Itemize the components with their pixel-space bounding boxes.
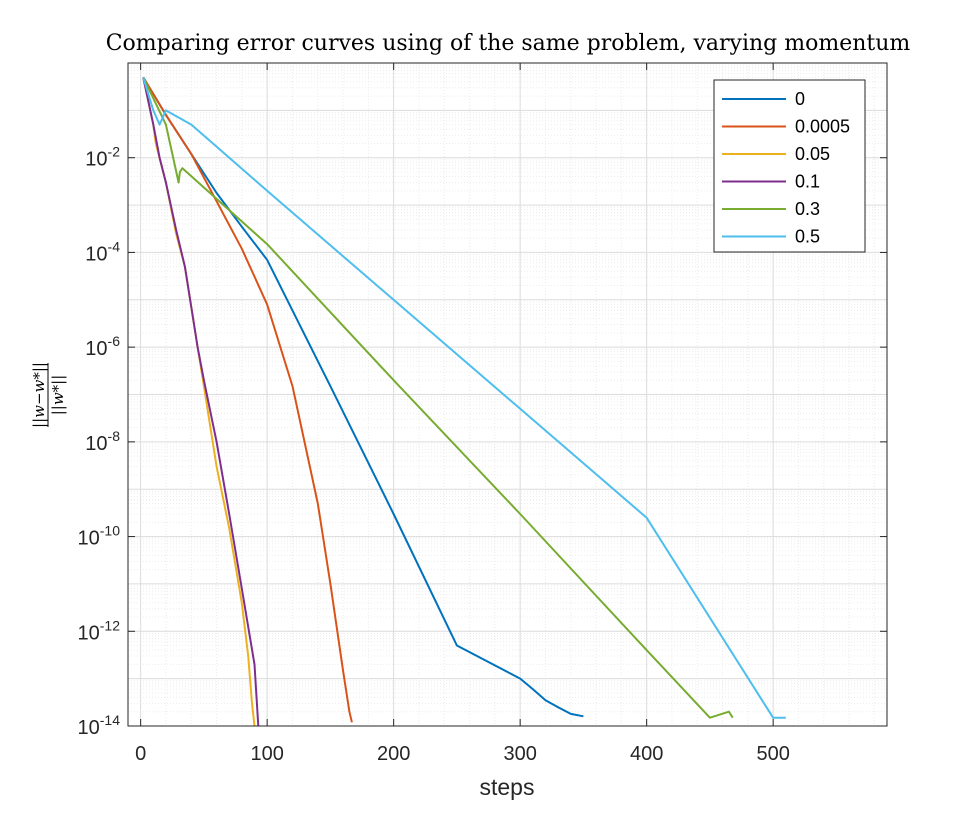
series-line-3 (142, 77, 260, 727)
legend: 0 0.0005 0.05 0.1 0.3 0.5 (713, 79, 866, 253)
y-axis-label-numerator: ||w−w*|| (30, 362, 48, 428)
series-lines (142, 76, 786, 727)
legend-entry-label: 0.5 (795, 227, 820, 247)
legend-entry-label: 0 (795, 89, 805, 109)
y-tick-label: 10-2 (85, 144, 120, 171)
series-line-4 (142, 76, 734, 719)
x-tick-label: 100 (250, 743, 283, 765)
series-line-5 (142, 77, 786, 719)
legend-items: 0 0.0005 0.05 0.1 0.3 0.5 (722, 89, 850, 247)
y-tick-label: 10-6 (85, 333, 120, 360)
legend-entry-label: 0.05 (795, 144, 830, 164)
y-tick-labels: 10-14 10-12 10-10 10-8 10-6 10-4 10-2 (78, 144, 121, 739)
legend-entry-label: 0.1 (795, 172, 820, 192)
x-tick-label: 300 (503, 743, 536, 765)
y-axis-label-denominator: ||w*|| (49, 375, 67, 416)
chart-title: Comparing error curves using of the same… (106, 31, 911, 56)
y-tick-label: 10-4 (85, 238, 120, 265)
y-tick-label: 10-14 (78, 712, 121, 739)
legend-box (713, 79, 866, 253)
axis-ticks (128, 62, 887, 727)
y-axis-label: ||w−w*|| ||w*|| (30, 362, 67, 428)
legend-entry-label: 0.0005 (795, 117, 850, 137)
minor-grid (128, 63, 887, 726)
x-axis-label: steps (480, 774, 535, 800)
series-line-1 (142, 76, 353, 723)
plot-border (127, 62, 888, 727)
y-tick-label: 10-8 (85, 428, 120, 455)
series-line-0 (142, 76, 584, 718)
x-tick-label: 400 (630, 743, 663, 765)
legend-entry-label: 0.3 (795, 199, 820, 219)
y-tick-label: 10-10 (78, 523, 121, 550)
x-tick-label: 0 (135, 743, 146, 765)
x-tick-labels: 0 100 200 300 400 500 (135, 743, 790, 765)
x-tick-label: 500 (756, 743, 789, 765)
y-tick-label: 10-12 (78, 617, 121, 644)
x-tick-label: 200 (377, 743, 410, 765)
